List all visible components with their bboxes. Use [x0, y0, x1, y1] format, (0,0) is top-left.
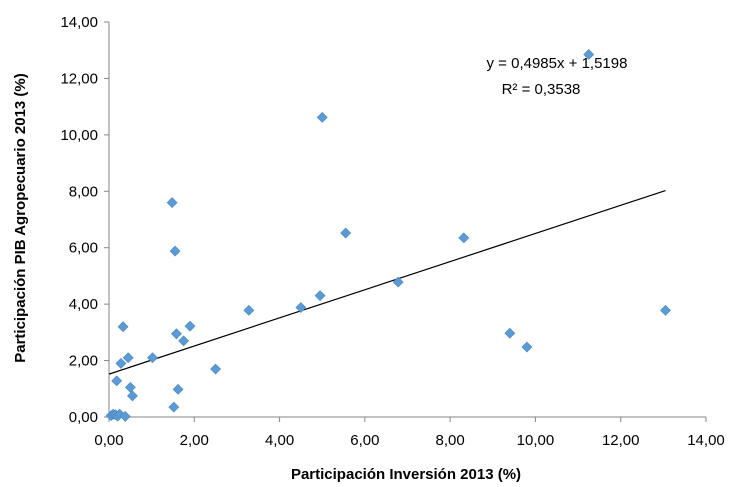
x-tick-label: 2,00 — [180, 432, 209, 449]
data-point — [170, 328, 182, 340]
trendline-group — [108, 190, 666, 375]
data-point — [583, 49, 595, 60]
x-axis-ticks: 0,00 2,00 4,00 6,00 8,00 10,00 12,00 14,00 — [94, 417, 725, 449]
data-point — [122, 352, 134, 364]
data-point — [314, 290, 326, 302]
data-point — [124, 381, 136, 393]
x-tick-label: 8,00 — [436, 432, 465, 449]
data-point — [117, 321, 129, 333]
y-tick-label: 2,00 — [69, 353, 98, 370]
trendline — [108, 190, 666, 375]
data-point — [184, 320, 196, 332]
data-points — [105, 49, 671, 422]
x-tick-label: 10,00 — [517, 432, 555, 449]
data-point — [660, 304, 671, 316]
x-tick-label: 12,00 — [602, 432, 640, 449]
data-point — [295, 302, 307, 313]
y-tick-label: 10,00 — [60, 127, 98, 144]
y-axis-title: Participación PIB Agropecuario 2013 (%) — [12, 73, 29, 363]
y-tick-label: 4,00 — [69, 296, 98, 313]
data-point — [166, 197, 178, 208]
y-tick-label: 8,00 — [69, 183, 98, 200]
data-point — [392, 276, 404, 288]
x-tick-label: 0,00 — [94, 432, 123, 449]
y-tick-label: 12,00 — [60, 70, 98, 87]
data-point — [147, 352, 158, 364]
x-tick-label: 6,00 — [350, 432, 379, 449]
data-point — [119, 411, 131, 422]
data-point — [111, 375, 123, 387]
axes — [108, 22, 706, 418]
trendline-equation: y = 0,4985x + 1,5198 — [487, 55, 628, 72]
y-tick-label: 0,00 — [69, 409, 98, 426]
data-point — [178, 335, 190, 347]
y-axis-ticks: 0,00 2,00 4,00 6,00 8,00 10,00 12,00 14,00 — [60, 14, 109, 426]
y-tick-label: 6,00 — [69, 240, 98, 257]
x-tick-label: 14,00 — [687, 432, 725, 449]
data-point — [316, 111, 328, 123]
data-point — [115, 357, 127, 369]
trendline-r-squared: R² = 0,3538 — [502, 81, 581, 98]
x-tick-label: 4,00 — [265, 432, 294, 449]
data-point — [340, 227, 352, 239]
y-tick-label: 14,00 — [60, 14, 98, 31]
data-point — [168, 401, 180, 413]
data-point — [243, 304, 255, 316]
x-axis-title: Participación Inversión 2013 (%) — [291, 466, 521, 483]
data-point — [169, 245, 181, 257]
data-point — [172, 383, 184, 395]
data-point — [458, 232, 470, 244]
data-point — [504, 327, 516, 339]
data-point — [521, 341, 533, 353]
data-point — [210, 363, 222, 375]
data-point — [127, 390, 138, 402]
